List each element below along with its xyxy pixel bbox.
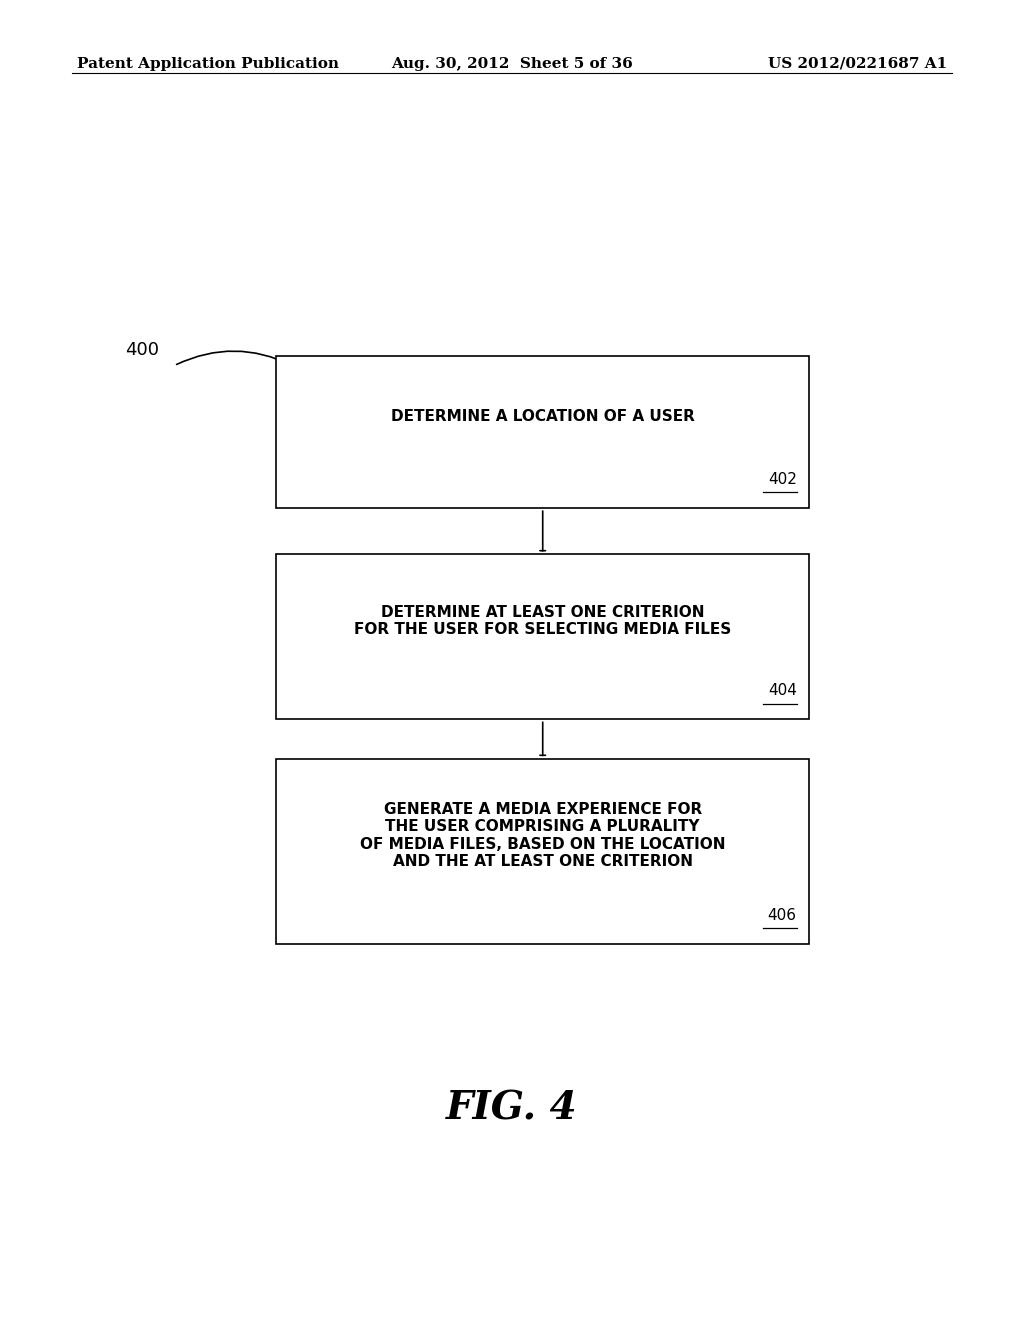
Text: 406: 406: [768, 908, 797, 923]
Text: 400: 400: [125, 341, 159, 359]
Text: DETERMINE A LOCATION OF A USER: DETERMINE A LOCATION OF A USER: [391, 409, 694, 424]
Text: Aug. 30, 2012  Sheet 5 of 36: Aug. 30, 2012 Sheet 5 of 36: [391, 57, 633, 71]
Text: DETERMINE AT LEAST ONE CRITERION
FOR THE USER FOR SELECTING MEDIA FILES: DETERMINE AT LEAST ONE CRITERION FOR THE…: [354, 605, 731, 638]
Text: US 2012/0221687 A1: US 2012/0221687 A1: [768, 57, 947, 71]
Text: 404: 404: [768, 684, 797, 698]
FancyBboxPatch shape: [276, 759, 809, 944]
Text: FIG. 4: FIG. 4: [446, 1090, 578, 1127]
FancyBboxPatch shape: [276, 356, 809, 508]
FancyBboxPatch shape: [276, 554, 809, 719]
Text: Patent Application Publication: Patent Application Publication: [77, 57, 339, 71]
Text: GENERATE A MEDIA EXPERIENCE FOR
THE USER COMPRISING A PLURALITY
OF MEDIA FILES, : GENERATE A MEDIA EXPERIENCE FOR THE USER…: [360, 803, 725, 869]
Text: 402: 402: [768, 473, 797, 487]
